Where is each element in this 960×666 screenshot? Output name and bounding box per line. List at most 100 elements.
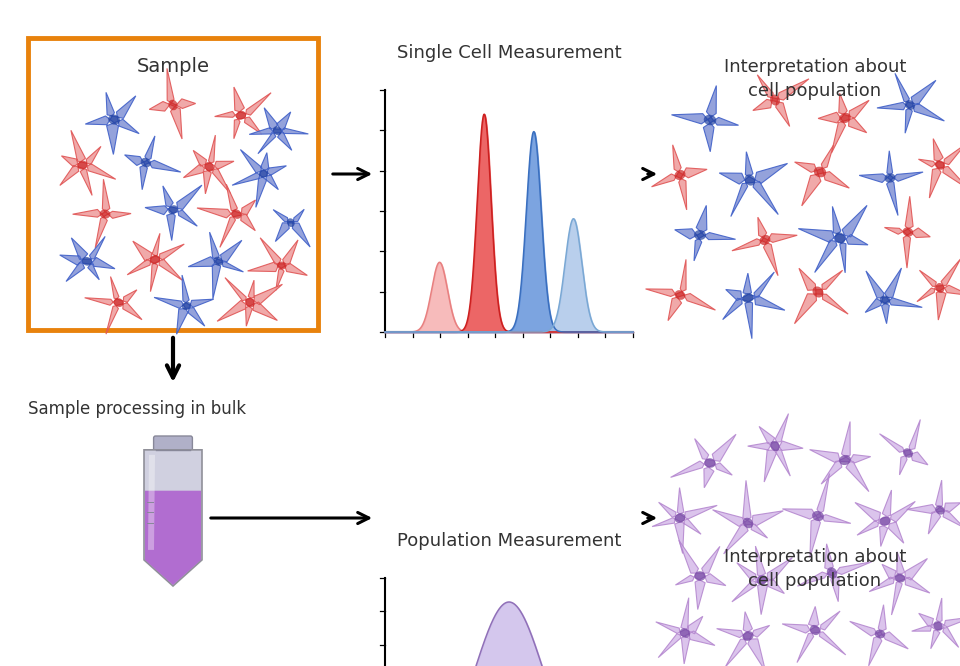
Polygon shape	[869, 551, 930, 615]
Ellipse shape	[834, 232, 846, 244]
Polygon shape	[917, 259, 960, 320]
Polygon shape	[188, 232, 244, 299]
Polygon shape	[795, 145, 850, 206]
Polygon shape	[148, 455, 155, 550]
Polygon shape	[748, 414, 804, 482]
Polygon shape	[73, 179, 132, 248]
Ellipse shape	[213, 256, 223, 266]
Ellipse shape	[82, 257, 92, 266]
Ellipse shape	[742, 293, 754, 303]
Polygon shape	[782, 607, 846, 663]
Ellipse shape	[903, 448, 913, 458]
Polygon shape	[85, 93, 139, 155]
Polygon shape	[149, 69, 196, 139]
Polygon shape	[652, 145, 708, 210]
Ellipse shape	[936, 283, 945, 293]
Polygon shape	[145, 185, 202, 240]
Ellipse shape	[884, 173, 896, 182]
Polygon shape	[60, 131, 116, 195]
Ellipse shape	[231, 209, 242, 219]
Polygon shape	[855, 490, 915, 547]
Ellipse shape	[246, 298, 254, 307]
Polygon shape	[232, 150, 286, 207]
Polygon shape	[60, 236, 115, 282]
Polygon shape	[656, 597, 715, 664]
Text: Interpretation about
cell population: Interpretation about cell population	[724, 58, 906, 101]
Polygon shape	[712, 480, 783, 554]
Ellipse shape	[181, 302, 191, 310]
Ellipse shape	[933, 621, 943, 631]
Ellipse shape	[150, 255, 160, 264]
Polygon shape	[850, 605, 908, 666]
Polygon shape	[719, 152, 787, 216]
Polygon shape	[884, 196, 930, 268]
Ellipse shape	[879, 296, 890, 304]
Polygon shape	[818, 93, 869, 153]
Polygon shape	[865, 268, 923, 324]
Ellipse shape	[273, 127, 281, 135]
Polygon shape	[675, 205, 735, 261]
Ellipse shape	[259, 170, 269, 178]
Ellipse shape	[812, 511, 824, 521]
Ellipse shape	[675, 290, 685, 300]
Ellipse shape	[140, 158, 151, 167]
Ellipse shape	[879, 516, 890, 525]
Ellipse shape	[236, 111, 246, 120]
Ellipse shape	[745, 174, 756, 186]
Text: Single Cell Measurement: Single Cell Measurement	[396, 44, 621, 62]
Polygon shape	[795, 268, 848, 324]
Polygon shape	[859, 151, 924, 216]
Polygon shape	[732, 546, 792, 615]
Polygon shape	[919, 139, 960, 198]
Polygon shape	[716, 611, 770, 666]
Ellipse shape	[743, 517, 754, 528]
Ellipse shape	[704, 115, 716, 125]
Ellipse shape	[742, 631, 754, 641]
Polygon shape	[128, 233, 184, 292]
Polygon shape	[248, 238, 307, 290]
Ellipse shape	[839, 455, 851, 465]
Polygon shape	[145, 491, 201, 585]
Ellipse shape	[168, 205, 178, 214]
Ellipse shape	[905, 100, 915, 110]
Text: Sample processing in bulk: Sample processing in bulk	[28, 400, 246, 418]
Polygon shape	[197, 184, 255, 247]
Ellipse shape	[100, 210, 110, 218]
Ellipse shape	[770, 95, 780, 105]
Ellipse shape	[875, 629, 885, 639]
Polygon shape	[907, 480, 960, 534]
Ellipse shape	[770, 441, 780, 451]
Polygon shape	[799, 205, 868, 273]
Ellipse shape	[814, 166, 827, 177]
Polygon shape	[84, 276, 142, 334]
Polygon shape	[215, 87, 271, 139]
Polygon shape	[732, 217, 797, 276]
Ellipse shape	[756, 575, 767, 585]
Ellipse shape	[675, 170, 685, 180]
Ellipse shape	[839, 113, 851, 123]
Ellipse shape	[675, 513, 685, 523]
Ellipse shape	[759, 235, 771, 245]
Ellipse shape	[694, 230, 706, 240]
Ellipse shape	[287, 218, 295, 227]
Ellipse shape	[895, 573, 905, 583]
Polygon shape	[250, 108, 308, 154]
Polygon shape	[671, 85, 738, 152]
Polygon shape	[645, 259, 715, 320]
Ellipse shape	[812, 286, 824, 298]
Ellipse shape	[276, 262, 286, 270]
Polygon shape	[183, 135, 234, 194]
Text: Interpretation about
cell population: Interpretation about cell population	[724, 548, 906, 590]
Ellipse shape	[204, 162, 214, 172]
Polygon shape	[782, 474, 851, 557]
Polygon shape	[671, 434, 736, 488]
Polygon shape	[125, 136, 180, 190]
Polygon shape	[217, 278, 282, 326]
Polygon shape	[274, 209, 310, 247]
Polygon shape	[879, 420, 928, 475]
Polygon shape	[912, 598, 960, 649]
Text: Population Measurement: Population Measurement	[396, 532, 621, 550]
Polygon shape	[652, 488, 717, 553]
Ellipse shape	[810, 625, 820, 635]
Ellipse shape	[935, 505, 945, 515]
